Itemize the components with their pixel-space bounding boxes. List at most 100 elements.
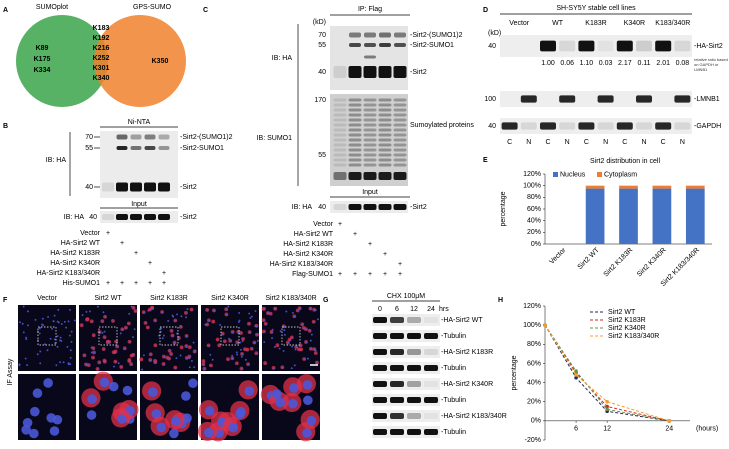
blot-band — [636, 122, 652, 130]
treatment-mark: + — [383, 251, 387, 258]
x-tick-label: Sirt2 WT — [577, 246, 602, 271]
nucleus — [276, 344, 279, 347]
blot-band — [333, 128, 347, 132]
blot-band — [390, 381, 404, 387]
blot-band — [333, 103, 347, 107]
zoom-box — [37, 326, 57, 346]
treatment-label: Vector — [80, 230, 101, 237]
treatment-label: Vector — [313, 221, 334, 228]
blot-title: Input — [362, 189, 378, 196]
blot-band — [424, 429, 438, 435]
nucleus — [98, 361, 101, 364]
venn-item: K175 — [34, 56, 51, 63]
mw-marker: 55 — [318, 152, 326, 159]
nucleus — [103, 336, 106, 339]
nucleus — [147, 326, 149, 329]
nucleus — [222, 332, 224, 335]
nucleus — [288, 398, 298, 409]
panel-letter: F — [3, 297, 8, 304]
treatment-mark: + — [134, 250, 138, 257]
nucleus — [294, 348, 297, 351]
nucleus — [218, 344, 221, 347]
venn-item: K89 — [36, 45, 49, 52]
blot-band — [390, 349, 404, 355]
nucleus — [55, 364, 58, 367]
nucleus — [120, 366, 123, 369]
nucleus — [62, 361, 65, 364]
nucleus — [291, 311, 294, 314]
blot-band — [373, 365, 387, 371]
ratio-label: 2.01 — [656, 60, 670, 67]
blot — [330, 94, 408, 186]
nucleus — [160, 327, 163, 330]
nucleus — [246, 348, 249, 351]
blot-band — [390, 317, 404, 323]
blot-band — [348, 138, 362, 142]
column-label: Sirt2 K183R — [150, 295, 188, 302]
blot-band — [393, 98, 407, 102]
band-label: -HA-Sirt2 K183R — [441, 349, 493, 356]
legend-label: Sirt2 K183/340R — [608, 333, 659, 340]
blot-band — [520, 95, 537, 103]
blot-band — [373, 429, 387, 435]
nucleus — [70, 340, 73, 343]
blot-band — [655, 122, 672, 130]
nucleus — [117, 362, 120, 365]
nucleus — [69, 349, 72, 352]
nucleus — [86, 318, 89, 321]
legend-label: Sirt2 K183R — [608, 317, 646, 324]
blot-band — [144, 134, 156, 140]
nucleus — [239, 341, 242, 344]
nucleus — [163, 355, 166, 358]
zoom-box — [98, 326, 118, 346]
blot-band — [373, 333, 387, 339]
nucleus — [236, 341, 239, 344]
nucleus — [237, 321, 240, 323]
band-label: -Tubulin — [441, 429, 466, 436]
nucleus — [235, 351, 238, 354]
nucleus — [162, 363, 165, 366]
treatment-mark: + — [162, 270, 166, 277]
blot-band — [333, 143, 347, 147]
blot-band — [424, 333, 438, 339]
nucleus — [170, 330, 173, 333]
blot — [500, 118, 692, 134]
nucleus — [130, 354, 133, 357]
nucleus — [104, 316, 107, 318]
nucleus — [303, 358, 306, 361]
zoom-box — [159, 326, 179, 346]
blot-band — [390, 413, 404, 419]
blot-band — [363, 113, 377, 117]
blot-band — [363, 103, 377, 107]
data-point — [605, 404, 609, 409]
nucleus — [236, 353, 239, 356]
blot-band — [378, 128, 392, 132]
venn-item: K340 — [93, 75, 110, 82]
nucleus — [87, 364, 90, 367]
nucleus — [134, 310, 137, 313]
bar-segment — [619, 185, 638, 189]
column-label: Vector — [37, 295, 58, 302]
venn-right — [94, 15, 186, 107]
nucleus — [281, 366, 284, 369]
ratio-label: 0.08 — [676, 60, 690, 67]
panel-letter: G — [323, 297, 329, 304]
nucleus — [99, 377, 110, 388]
blot-band — [116, 214, 128, 220]
blot-band — [373, 397, 387, 403]
blot-band — [363, 172, 377, 180]
blot-band — [674, 122, 691, 130]
nucleus — [149, 359, 152, 362]
blot-band — [378, 148, 392, 152]
nucleus — [270, 331, 273, 334]
blot-band — [636, 95, 652, 103]
nucleus — [130, 363, 133, 366]
nucleus — [249, 316, 252, 319]
venn-item: K334 — [34, 67, 51, 74]
nucleus — [141, 368, 144, 371]
blot-band — [379, 32, 391, 38]
nucleus — [180, 315, 183, 318]
blot-band — [393, 108, 407, 112]
nucleus — [256, 339, 259, 342]
blot-band — [407, 317, 421, 323]
